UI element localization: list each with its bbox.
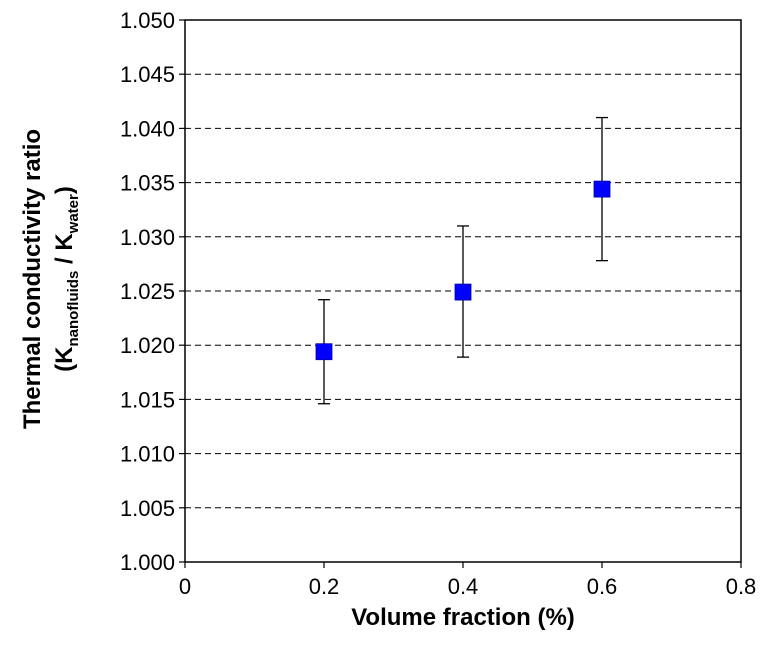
y-axis-title-line1: Thermal conductivity ratio xyxy=(19,129,46,429)
y-tick-label: 1.050 xyxy=(120,8,175,33)
x-tick-label: 0.8 xyxy=(726,574,757,599)
x-axis-title: Volume fraction (%) xyxy=(351,604,575,631)
y-title-sub-water: water xyxy=(65,194,82,234)
y-axis-title-line2: (Knanofluids / Kwater) xyxy=(51,186,82,372)
y-tick-label: 1.015 xyxy=(120,387,175,412)
x-axis: 0 0.2 0.4 0.6 0.8 xyxy=(179,562,756,599)
y-tick-label: 1.035 xyxy=(120,171,175,196)
y-title-mid: / K xyxy=(51,233,78,271)
data-point-marker xyxy=(315,343,333,361)
y-tick-label: 1.030 xyxy=(120,225,175,250)
y-tick-label: 1.010 xyxy=(120,442,175,467)
y-title-sub-nanofluids: nanofluids xyxy=(65,271,82,347)
data-point-marker xyxy=(454,283,472,301)
y-tick-label: 1.045 xyxy=(120,62,175,87)
grid-lines xyxy=(185,73,741,509)
y-tick-label: 1.020 xyxy=(120,333,175,358)
x-tick-label: 0.6 xyxy=(587,574,618,599)
y-tick-label: 1.025 xyxy=(120,279,175,304)
x-tick-label: 0.4 xyxy=(448,574,479,599)
data-series xyxy=(315,116,611,405)
x-tick-label: 0 xyxy=(179,574,191,599)
y-axis-title: Thermal conductivity ratio (Knanofluids … xyxy=(19,129,82,429)
y-axis: 1.000 1.005 1.010 1.015 1.020 1.025 1.030 1.035… xyxy=(120,8,185,575)
y-title-open: (K xyxy=(51,346,78,372)
y-tick-label: 1.005 xyxy=(120,496,175,521)
x-tick-label: 0.2 xyxy=(309,574,340,599)
data-point-marker xyxy=(593,180,611,198)
y-title-close: ) xyxy=(51,186,78,194)
y-tick-label: 1.000 xyxy=(120,550,175,575)
y-tick-label: 1.040 xyxy=(120,116,175,141)
